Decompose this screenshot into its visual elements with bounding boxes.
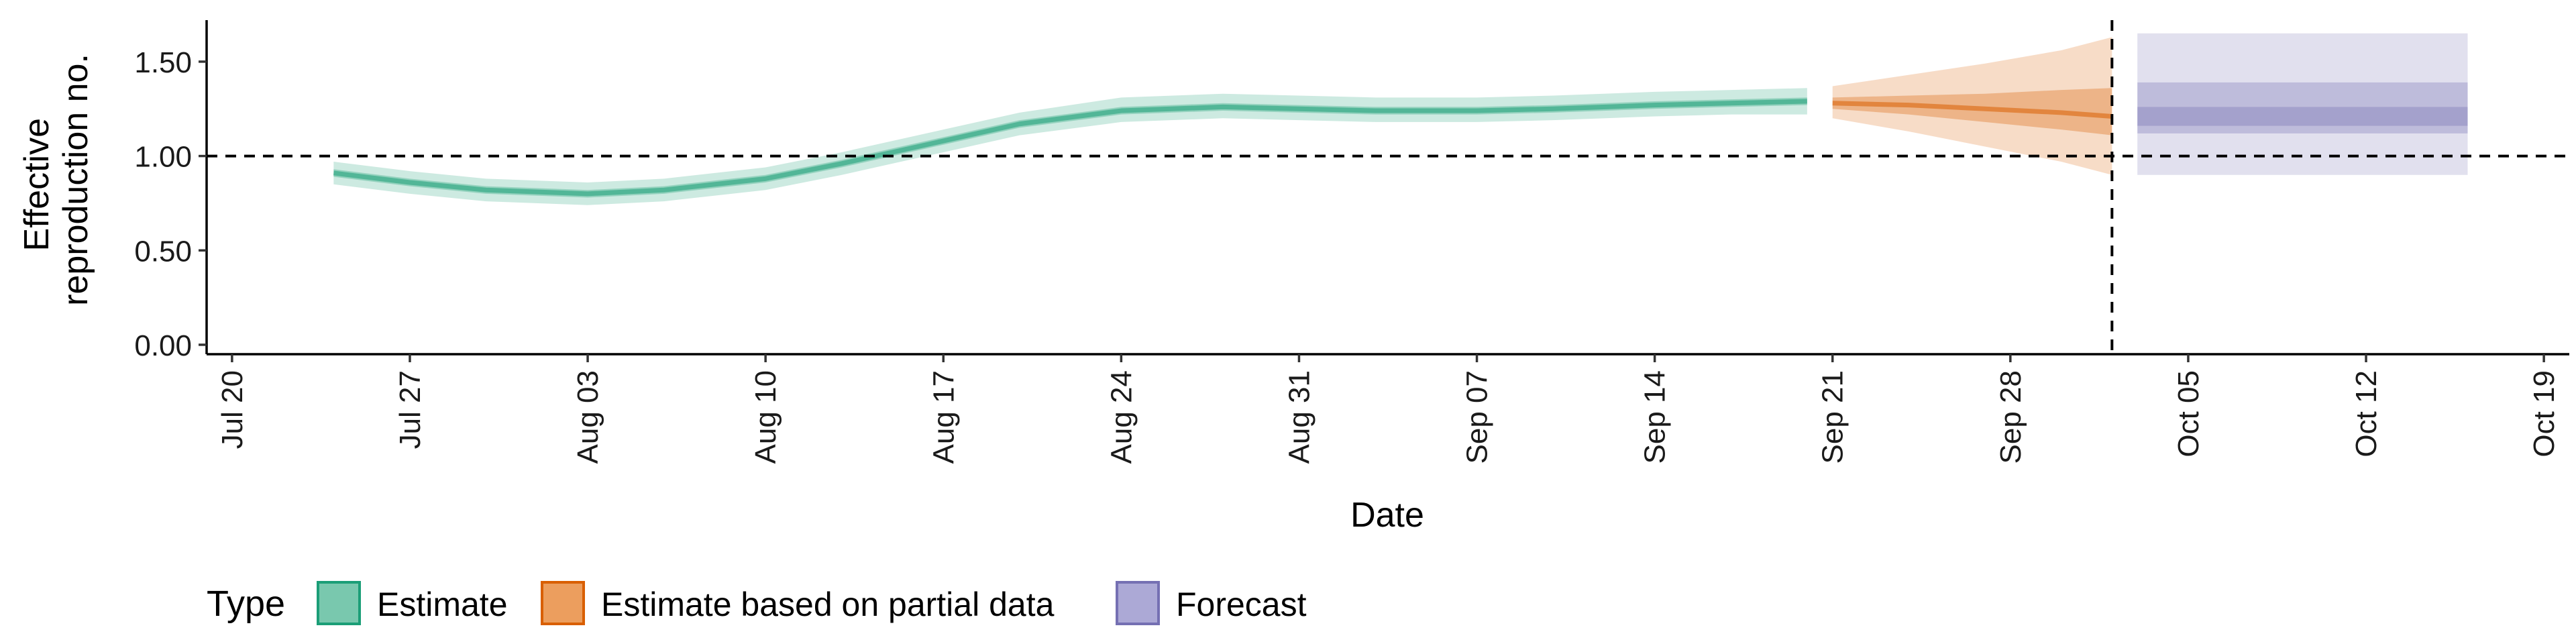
- x-tick-label: Aug 31: [1283, 370, 1316, 464]
- median-line-estimate-based-on-partial-data: [1832, 101, 2112, 119]
- band-50-forecast: [2137, 82, 2468, 133]
- legend-label: Forecast: [1176, 586, 1307, 623]
- y-axis-title-line-2: reproduction no.: [56, 54, 95, 306]
- x-tick-label: Oct 12: [2350, 370, 2383, 458]
- x-axis-title: Date: [1350, 496, 1424, 535]
- axes: 0.00 0.50 1.00 1.50 Jul 20 Jul 27 Aug 03 Aug 10…: [134, 20, 2569, 464]
- median-band-forecast: [2137, 107, 2468, 126]
- x-tick-label: Aug 17: [927, 370, 960, 464]
- x-tick-label: Jul 20: [216, 370, 249, 449]
- median-lines: [333, 99, 2112, 197]
- legend-swatch: [317, 581, 361, 625]
- band-50-estimate-based-on-partial-data: [1832, 88, 2112, 136]
- x-tick-label: Jul 27: [394, 370, 427, 449]
- y-axis-title-line-1: Effective: [17, 118, 56, 251]
- x-tick-label: Aug 10: [749, 370, 782, 464]
- x-tick-label: Sep 21: [1817, 370, 1849, 464]
- x-tick-label: Oct 19: [2528, 370, 2561, 458]
- legend: Type Estimate Estimate based on partial d…: [207, 581, 1307, 625]
- median-line-estimate: [333, 99, 1807, 197]
- y-tick-label: 1.50: [134, 46, 192, 79]
- x-tick-label: Aug 24: [1105, 370, 1138, 464]
- x-tick-label: Sep 28: [1994, 370, 2027, 464]
- x-tick-label: Sep 07: [1461, 370, 1494, 464]
- x-tick-label: Oct 05: [2172, 370, 2205, 458]
- y-axis-title: Effective reproduction no.: [17, 54, 95, 306]
- y-tick-label: 1.00: [134, 141, 192, 174]
- legend-items: Estimate Estimate based on partial data Fo…: [317, 581, 1307, 625]
- legend-title: Type: [207, 584, 285, 624]
- x-tick-label: Aug 03: [572, 370, 604, 464]
- legend-label: Estimate based on partial data: [601, 586, 1055, 623]
- legend-label: Estimate: [377, 586, 508, 623]
- uncertainty-bands: [333, 33, 2468, 205]
- legend-swatch: [1116, 581, 1160, 625]
- y-tick-label: 0.00: [134, 329, 192, 362]
- band-90-forecast: [2137, 33, 2468, 175]
- legend-swatch: [541, 581, 585, 625]
- band-90-estimate: [333, 88, 1807, 205]
- x-tick-label: Sep 14: [1639, 370, 1672, 464]
- y-tick-label: 0.50: [134, 235, 192, 268]
